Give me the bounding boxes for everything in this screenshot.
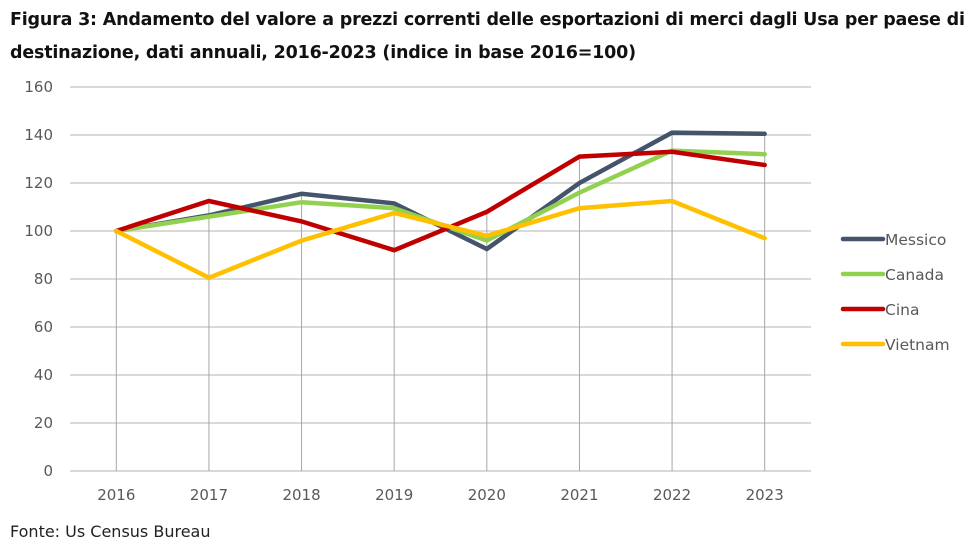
legend-label: Vietnam [885,336,950,354]
series-line-vietnam [114,198,767,281]
y-tick-label: 120 [24,174,53,192]
gridlines [70,86,811,472]
x-tick-label: 2020 [468,486,506,504]
legend-item-cina: Cina [840,301,919,319]
chart-title: Figura 3: Andamento del valore a prezzi … [10,10,965,63]
x-tick-label: 2023 [746,486,784,504]
x-tick-label: 2017 [190,486,228,504]
x-tick-label: 2021 [560,486,598,504]
y-tick-label: 0 [43,462,53,480]
y-tick-label: 80 [34,270,53,288]
y-tick-label: 140 [24,126,53,144]
y-tick-label: 20 [34,414,53,432]
y-tick-label: 160 [24,78,53,96]
x-tick-label: 2022 [653,486,691,504]
x-tick-label: 2016 [97,486,135,504]
x-axis-tick-labels: 2016 2017 2018 2019 2020 2021 2022 2023 [97,486,784,504]
source-note: Fonte: Us Census Bureau [10,522,211,541]
x-tick-label: 2019 [375,486,413,504]
legend-label: Cina [885,301,919,319]
series-line-cina [114,149,767,253]
y-tick-label: 40 [34,366,53,384]
legend: Messico Canada Cina Vietnam [840,231,950,354]
legend-label: Messico [885,231,946,249]
x-tick-label: 2018 [282,486,320,504]
legend-item-canada: Canada [840,266,944,284]
y-tick-label: 100 [24,222,53,240]
y-axis-tick-labels: 0 20 40 60 80 100 120 140 160 [24,78,53,480]
series-lines [114,130,767,281]
y-tick-label: 60 [34,318,53,336]
legend-item-messico: Messico [840,231,946,249]
legend-label: Canada [885,266,944,284]
legend-item-vietnam: Vietnam [840,336,950,354]
